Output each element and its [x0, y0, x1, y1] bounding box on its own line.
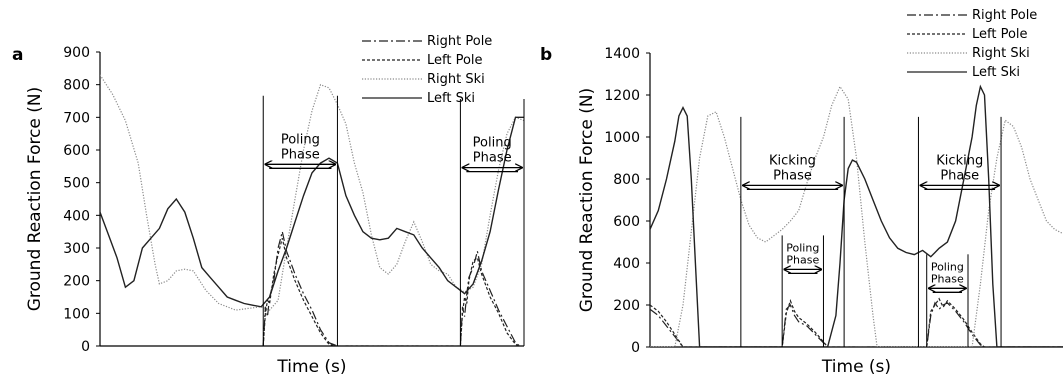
- panel-a: a 0 100 200 300 400 500 600 700 800 900 Ground Reac…: [12, 34, 525, 377]
- phase-label: Phase: [931, 272, 964, 285]
- y-axis-title: Ground Reaction Force (N): [25, 87, 45, 312]
- phase-label: Poling: [786, 241, 819, 254]
- y-tick-label: 300: [63, 241, 90, 257]
- y-tick-label: 1000: [604, 130, 640, 146]
- y-tick-label: 0: [81, 339, 90, 355]
- legend-label: Left Ski: [427, 91, 475, 106]
- phase-label: Phase: [473, 151, 512, 166]
- y-tick-label: 1400: [604, 46, 640, 62]
- phase-label: Kicking: [769, 153, 816, 168]
- x-axis-title: Time (s): [821, 357, 891, 377]
- y-tick-label: 200: [63, 274, 90, 290]
- phase-label: Phase: [940, 168, 979, 183]
- phase-label: Phase: [281, 147, 320, 162]
- phase-label: Kicking: [936, 153, 983, 168]
- panel-b: b 0 200 400 600 800 1000 1200 1400 Ground Reactio…: [540, 8, 1063, 377]
- legend-label: Right Pole: [972, 8, 1037, 23]
- series-line-left-pole: [650, 297, 1063, 347]
- y-tick-label: 1200: [604, 88, 640, 104]
- series-group: [650, 84, 1063, 347]
- y-tick-label: 0: [631, 340, 640, 356]
- y-tick-label: 700: [63, 110, 90, 126]
- y-tick-label: 600: [63, 143, 90, 159]
- y-tick-label: 500: [63, 176, 90, 192]
- legend-label: Right Ski: [427, 72, 485, 87]
- series-line-right-pole: [262, 231, 521, 346]
- legend: Right Pole Left Pole Right Ski Left Ski: [362, 34, 492, 106]
- phase-label: Poling: [473, 136, 512, 151]
- legend-label: Right Pole: [427, 34, 492, 49]
- y-tick-label: 900: [63, 45, 90, 61]
- x-axis-title: Time (s): [276, 357, 346, 377]
- legend-label: Right Ski: [972, 46, 1030, 61]
- phase-label: Poling: [281, 132, 320, 147]
- y-tick-label: 400: [613, 256, 640, 272]
- y-tick-label: 200: [613, 298, 640, 314]
- legend-label: Left Pole: [427, 53, 483, 68]
- series-group: [100, 74, 524, 346]
- series-line-left-pole: [262, 238, 521, 346]
- series-line-left-ski: [650, 84, 1063, 347]
- phase-label: Phase: [786, 253, 819, 266]
- phase-label: Phase: [773, 168, 812, 183]
- legend-label: Left Pole: [972, 27, 1028, 42]
- panel-letter: b: [540, 45, 552, 65]
- series-line-right-ski: [100, 74, 524, 311]
- y-tick-label: 400: [63, 208, 90, 224]
- y-tick-label: 600: [613, 214, 640, 230]
- y-tick-label: 800: [63, 78, 90, 94]
- y-tick-label: 800: [613, 172, 640, 188]
- panel-letter: a: [12, 45, 23, 65]
- legend: Right Pole Left Pole Right Ski Left Ski: [907, 8, 1037, 80]
- phase-label: Poling: [931, 260, 964, 273]
- y-tick-label: 100: [63, 306, 90, 322]
- legend-label: Left Ski: [972, 65, 1020, 80]
- y-axis-title: Ground Reaction Force (N): [577, 88, 597, 313]
